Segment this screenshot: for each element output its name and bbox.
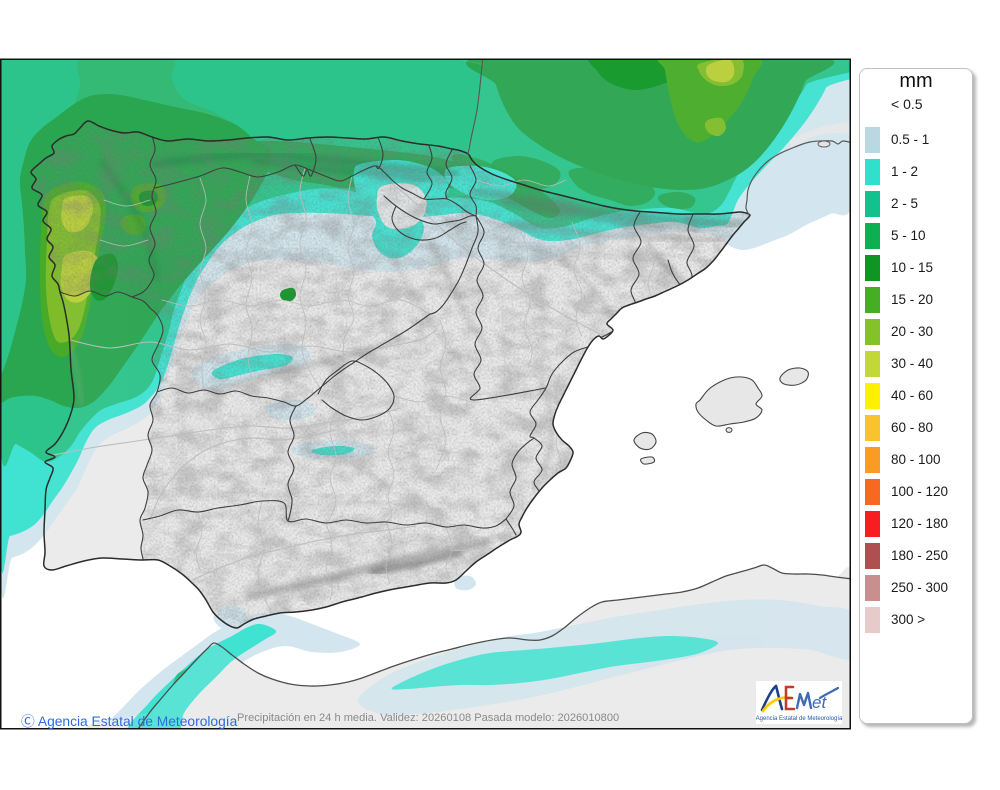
svg-text:et: et	[812, 693, 827, 712]
svg-text:Agencia Estatal de Meteorologí: Agencia Estatal de Meteorología	[756, 716, 842, 722]
